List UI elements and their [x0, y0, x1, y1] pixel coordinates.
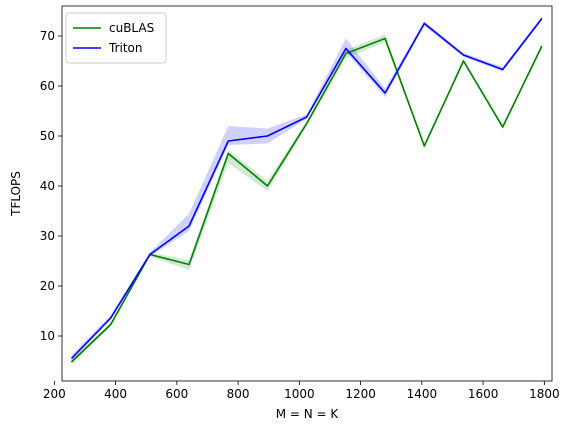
x-tick-label: 600	[165, 387, 188, 401]
legend-box	[65, 12, 167, 64]
x-axis-label: M = N = K	[276, 407, 340, 421]
y-axis-label: TFLOPS	[9, 171, 23, 217]
y-axis-ticks: 10 20 30 40 50 60 70	[40, 29, 62, 343]
x-tick-label: 200	[43, 387, 66, 401]
x-tick-label: 1200	[345, 387, 376, 401]
x-tick-label: 800	[227, 387, 250, 401]
legend-label-triton: Triton	[108, 41, 143, 55]
y-tick-label: 50	[40, 129, 55, 143]
plot-frame	[61, 5, 553, 382]
x-tick-label: 1000	[284, 387, 315, 401]
x-tick-label: 1600	[468, 387, 499, 401]
y-tick-label: 10	[40, 329, 55, 343]
y-tick-label: 70	[40, 29, 55, 43]
x-tick-label: 1800	[529, 387, 560, 401]
x-axis-ticks: 200 400 600 800 1000 1200 1400 1600 1800	[43, 381, 560, 401]
y-tick-label: 20	[40, 279, 55, 293]
legend-label-cublas: cuBLAS	[109, 21, 154, 35]
y-tick-label: 30	[40, 229, 55, 243]
series-lines	[70, 18, 543, 363]
legend: cuBLAS Triton	[65, 12, 167, 64]
x-tick-label: 1400	[407, 387, 438, 401]
y-tick-label: 40	[40, 179, 55, 193]
y-tick-label: 60	[40, 79, 55, 93]
plot-area	[62, 6, 552, 381]
x-tick-label: 400	[104, 387, 127, 401]
